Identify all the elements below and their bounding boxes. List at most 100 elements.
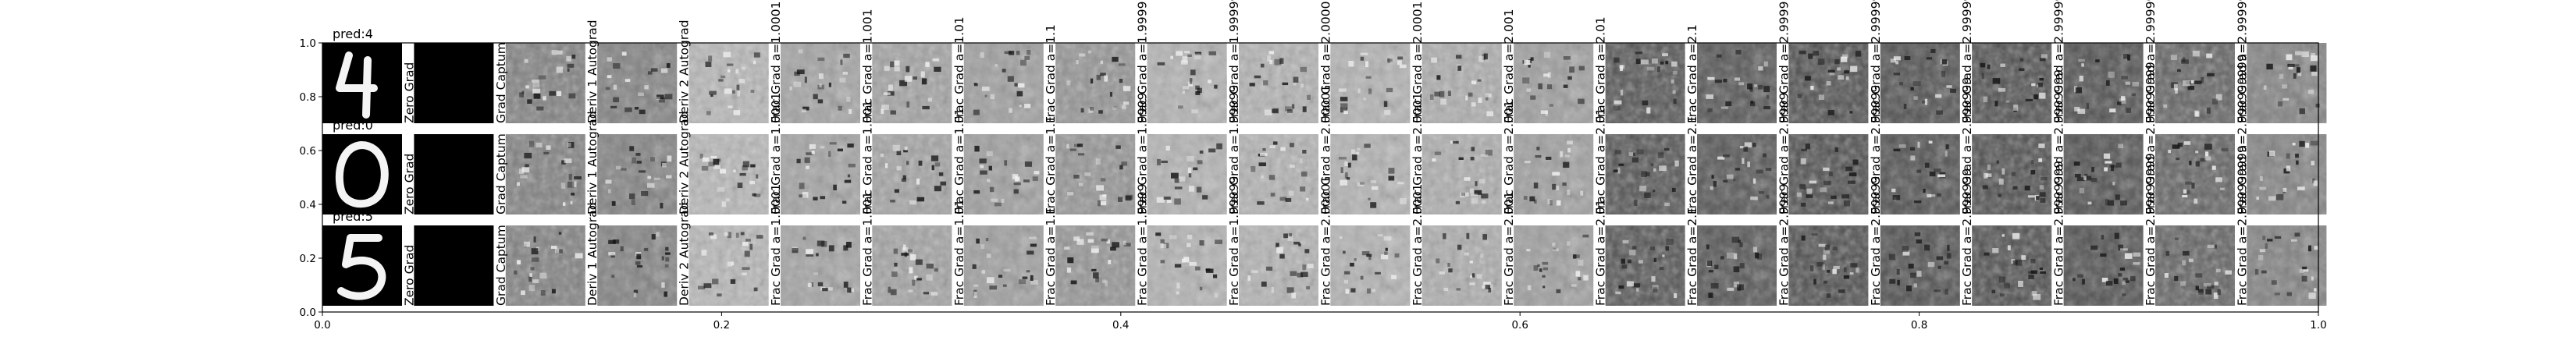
heatmap-speckle [994, 202, 1002, 207]
heatmap-speckle [793, 81, 802, 87]
heatmap-speckle [2173, 83, 2178, 90]
heatmap-speckle [1537, 264, 1540, 268]
heatmap-speckle [1547, 199, 1553, 204]
heatmap-speckle [1646, 66, 1655, 71]
heatmap-speckle [1621, 258, 1625, 264]
heatmap-speckle [1280, 147, 1286, 151]
heatmap-speckle [1429, 94, 1434, 100]
heatmap-speckle [985, 238, 989, 242]
heatmap-speckle [2076, 177, 2085, 182]
heatmap-speckle [1734, 77, 1740, 81]
heatmap-speckle [631, 199, 635, 205]
heatmap-speckle [1285, 106, 1292, 112]
heatmap-speckle [802, 236, 806, 240]
heatmap-speckle [1078, 183, 1083, 186]
heatmap-speckle [1026, 250, 1034, 255]
x-tick-label: 0.6 [1511, 319, 1528, 332]
heatmap-speckle [1343, 250, 1346, 254]
heatmap-speckle [1182, 86, 1190, 90]
heatmap-speckle [737, 183, 743, 188]
heatmap-speckle [1174, 198, 1181, 205]
heatmap-speckle [2195, 273, 2203, 278]
heatmap-speckle [613, 63, 621, 69]
heatmap-speckle [1710, 283, 1719, 289]
column-label: Deriv 1 Autograd [585, 111, 600, 214]
heatmap-speckle [842, 200, 847, 204]
heatmap-speckle [1249, 83, 1255, 87]
heatmap-speckle [1385, 247, 1388, 251]
heatmap-speckle [1631, 157, 1638, 163]
heatmap-speckle [610, 253, 615, 258]
heatmap-speckle [1529, 196, 1535, 202]
heatmap-speckle [976, 238, 980, 244]
heatmap-speckle [1533, 199, 1537, 204]
heatmap-speckle [744, 250, 750, 257]
heatmap-speckle [2195, 151, 2199, 154]
heatmap-speckle [2282, 84, 2288, 89]
heatmap-speckle [1384, 110, 1391, 115]
heatmap-speckle [2123, 54, 2129, 59]
column-label: Frac Grad a=1.001 [860, 191, 874, 306]
heatmap-speckle [1125, 195, 1132, 201]
heatmap-speckle [521, 167, 530, 173]
heatmap-speckle [2215, 268, 2221, 273]
heatmap-speckle [634, 107, 639, 110]
heatmap-speckle [913, 76, 917, 80]
heatmap-speckle [738, 79, 745, 83]
heatmap-speckle [525, 85, 529, 89]
heatmap-speckle [1073, 175, 1080, 179]
heatmap-speckle [2174, 275, 2179, 282]
heatmap-speckle [930, 292, 938, 296]
heatmap-speckle [2021, 255, 2026, 261]
heatmap-speckle [1123, 240, 1126, 246]
heatmap-speckle [521, 290, 525, 296]
heatmap-speckle [2265, 243, 2268, 249]
heatmap-speckle [1274, 58, 1282, 66]
heatmap-speckle [921, 78, 927, 85]
heatmap-speckle [1635, 58, 1641, 64]
heatmap-speckle [1723, 154, 1730, 158]
heatmap-speckle [1817, 58, 1825, 66]
heatmap-speckle [2131, 93, 2136, 97]
heatmap-speckle [568, 142, 575, 148]
heatmap-speckle [806, 253, 814, 257]
heatmap-speckle [1267, 55, 1272, 62]
heatmap-speckle [2165, 251, 2170, 256]
heatmap-speckle [1260, 63, 1265, 68]
heatmap-speckle [2197, 289, 2204, 293]
heatmap-speckle [1582, 234, 1589, 238]
heatmap-speckle [1829, 172, 1833, 176]
heatmap-speckle [2077, 274, 2083, 278]
heatmap-texture [1239, 225, 1318, 306]
heatmap-speckle [817, 57, 825, 62]
heatmap-speckle [1074, 144, 1080, 147]
heatmap-speckle [2119, 98, 2126, 104]
heatmap-speckle [1916, 239, 1922, 244]
heatmap-speckle [1436, 75, 1441, 80]
heatmap-speckle [1026, 270, 1030, 273]
heatmap-speckle [2012, 260, 2018, 265]
heatmap-speckle [1090, 107, 1094, 111]
column-label: Frac Grad a=2.9999999 [2052, 69, 2066, 214]
heatmap-speckle [1478, 98, 1482, 103]
heatmap-speckle [701, 250, 707, 256]
heatmap-speckle [838, 105, 842, 111]
heatmap-speckle [2180, 281, 2186, 286]
heatmap-speckle [1370, 202, 1377, 208]
heatmap-speckle [2299, 140, 2305, 147]
heatmap-speckle [1014, 83, 1018, 87]
heatmap-speckle [1483, 53, 1488, 60]
heatmap-speckle [750, 90, 755, 93]
column-label: Frac Grad a=2.00001 [1318, 85, 1332, 214]
heatmap-speckle [926, 264, 934, 269]
heatmap-speckle [2203, 283, 2211, 287]
heatmap-speckle [725, 198, 731, 202]
heatmap-speckle [1998, 276, 2005, 283]
heatmap-speckle [1540, 110, 1548, 114]
heatmap-speckle [1756, 254, 1763, 260]
heatmap-speckle [817, 240, 825, 246]
heatmap-speckle [2307, 89, 2314, 94]
panel-grid: pred:4 Zero Grad Grad Captum Deriv 1 Autogr… [322, 0, 2327, 306]
heatmap-speckle [1982, 185, 1988, 190]
heatmap-speckle [661, 282, 665, 288]
